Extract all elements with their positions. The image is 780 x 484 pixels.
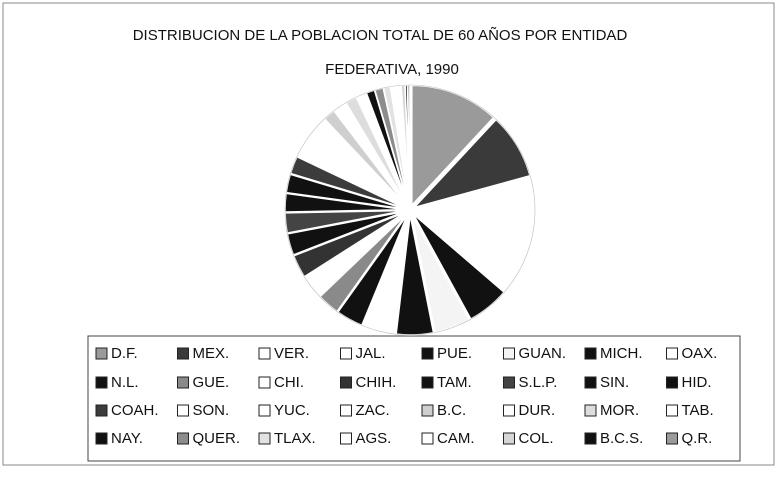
legend-label: S.L.P. (519, 374, 558, 391)
legend-label: QUER. (193, 430, 241, 447)
legend-swatch (421, 347, 434, 360)
legend-label: MEX. (193, 345, 230, 362)
legend-label: VER. (274, 345, 309, 362)
legend-swatch (258, 376, 271, 389)
legend-label: YUC. (274, 402, 310, 419)
legend-label: OAX. (682, 345, 718, 362)
legend-swatch (340, 432, 352, 445)
legend-swatch (421, 404, 434, 417)
legend-swatch (503, 347, 515, 360)
legend-swatch (584, 376, 597, 389)
legend-swatch (258, 347, 271, 360)
legend-swatch (503, 376, 515, 389)
legend-label: B.C. (437, 402, 466, 419)
legend-label: MOR. (600, 402, 639, 419)
legend-label: COL. (519, 430, 554, 447)
legend-swatch (177, 347, 189, 360)
legend-label: TAB. (682, 402, 714, 419)
legend-label: PUE. (437, 345, 472, 362)
legend-swatch (584, 347, 597, 360)
legend-swatch (95, 376, 108, 389)
legend-swatch (421, 432, 434, 445)
legend-label: CAM. (437, 430, 475, 447)
legend-label: GUE. (193, 374, 230, 391)
legend-label: CHI. (274, 374, 304, 391)
legend-swatch (95, 347, 108, 360)
legend-label: COAH. (111, 402, 159, 419)
legend-label: NAY. (111, 430, 143, 447)
legend-label: D.F. (111, 345, 138, 362)
legend-label: AGS. (356, 430, 392, 447)
legend-swatch (584, 404, 597, 417)
pie-outline (284, 84, 536, 336)
legend-swatch (666, 432, 678, 445)
chart-title: FEDERATIVA, 1990 (325, 61, 459, 78)
legend-label: TLAX. (274, 430, 316, 447)
legend-swatch (666, 347, 678, 360)
legend-label: MICH. (600, 345, 643, 362)
legend-swatch (95, 404, 108, 417)
legend-label: DUR. (519, 402, 556, 419)
legend-label: Q.R. (682, 430, 713, 447)
legend-swatch (340, 376, 352, 389)
legend-swatch (95, 432, 108, 445)
legend-swatch (340, 347, 352, 360)
legend-swatch (584, 432, 597, 445)
legend-label: ZAC. (356, 402, 390, 419)
legend-label: B.C.S. (600, 430, 643, 447)
legend-swatch (258, 432, 271, 445)
legend-swatch (666, 404, 678, 417)
legend-label: HID. (682, 374, 712, 391)
legend-swatch (666, 376, 678, 389)
legend-box (87, 335, 741, 462)
legend-swatch (340, 404, 352, 417)
legend-swatch (177, 432, 189, 445)
legend-swatch (177, 404, 189, 417)
legend-label: N.L. (111, 374, 139, 391)
legend-label: TAM. (437, 374, 472, 391)
legend-label: GUAN. (519, 345, 567, 362)
legend-swatch (503, 404, 515, 417)
legend-swatch (421, 376, 434, 389)
legend-swatch (258, 404, 271, 417)
legend-label: SIN. (600, 374, 629, 391)
legend-label: JAL. (356, 345, 386, 362)
legend-label: SON. (193, 402, 230, 419)
legend-swatch (503, 432, 515, 445)
legend-swatch (177, 376, 189, 389)
legend-label: CHIH. (356, 374, 397, 391)
chart-title: DISTRIBUCION DE LA POBLACION TOTAL DE 60… (133, 27, 628, 44)
